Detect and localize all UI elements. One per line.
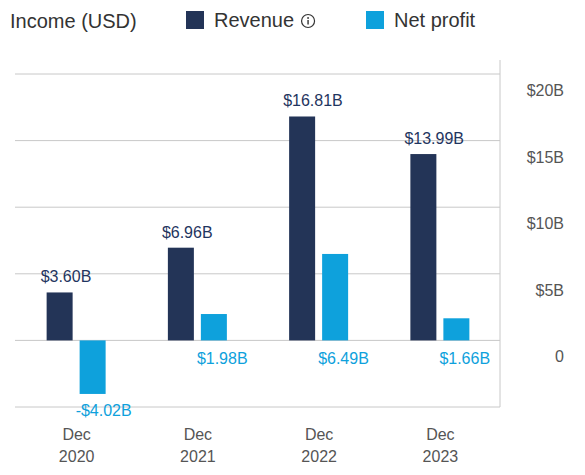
x-tick-label-line: Dec	[426, 426, 454, 443]
legend-swatch	[366, 11, 384, 29]
data-label: -$4.02B	[76, 402, 132, 419]
data-label: $6.49B	[318, 350, 369, 367]
x-tick-label-line: Dec	[62, 426, 90, 443]
x-tick-label-line: 2022	[301, 448, 337, 465]
info-icon-dot	[307, 17, 309, 19]
x-tick-label-line: 2023	[423, 448, 459, 465]
x-tick-label-line: Dec	[184, 426, 212, 443]
y-tick-label: $15B	[527, 149, 564, 166]
data-label: $1.66B	[439, 350, 490, 367]
x-tick-label-line: Dec	[305, 426, 333, 443]
x-tick-label: Dec 2023	[423, 426, 459, 465]
x-tick-label: Dec 2020	[59, 426, 95, 465]
bar	[201, 314, 227, 340]
chart-title: Income (USD)	[10, 10, 137, 32]
bar	[410, 154, 436, 340]
y-tick-label: $10B	[527, 215, 564, 232]
x-tick-label: Dec 2022	[301, 426, 337, 465]
grid-line	[15, 74, 500, 75]
info-icon	[302, 15, 315, 28]
legend-swatch	[186, 11, 204, 29]
bar	[47, 292, 73, 340]
x-tick-label-line: 2020	[59, 448, 95, 465]
data-label: $1.98B	[197, 350, 248, 367]
data-label: $6.96B	[162, 224, 213, 241]
info-icon-bar	[307, 20, 308, 25]
chart-container: Income (USD) Revenue Net profit 0 $5B $10B $15…	[0, 0, 585, 475]
y-tick-label: 0	[555, 348, 564, 365]
bar	[168, 248, 194, 341]
y-axis-line	[500, 60, 501, 407]
legend-label: Net profit	[394, 9, 476, 31]
x-tick-label-line: 2021	[180, 448, 216, 465]
y-tick-label: $5B	[536, 282, 564, 299]
bar	[443, 318, 469, 340]
legend-label: Revenue	[214, 9, 294, 31]
chart-svg: Income (USD) Revenue Net profit 0 $5B $10B $15…	[0, 0, 585, 475]
y-tick-label: $20B	[527, 82, 564, 99]
data-label: $3.60B	[41, 268, 92, 285]
bars-group	[47, 116, 470, 393]
bar	[80, 340, 106, 394]
bar	[289, 116, 315, 340]
data-label: $13.99B	[404, 130, 464, 147]
x-tick-label: Dec 2021	[180, 426, 216, 465]
data-label: $16.81B	[283, 92, 343, 109]
bar	[322, 254, 348, 340]
